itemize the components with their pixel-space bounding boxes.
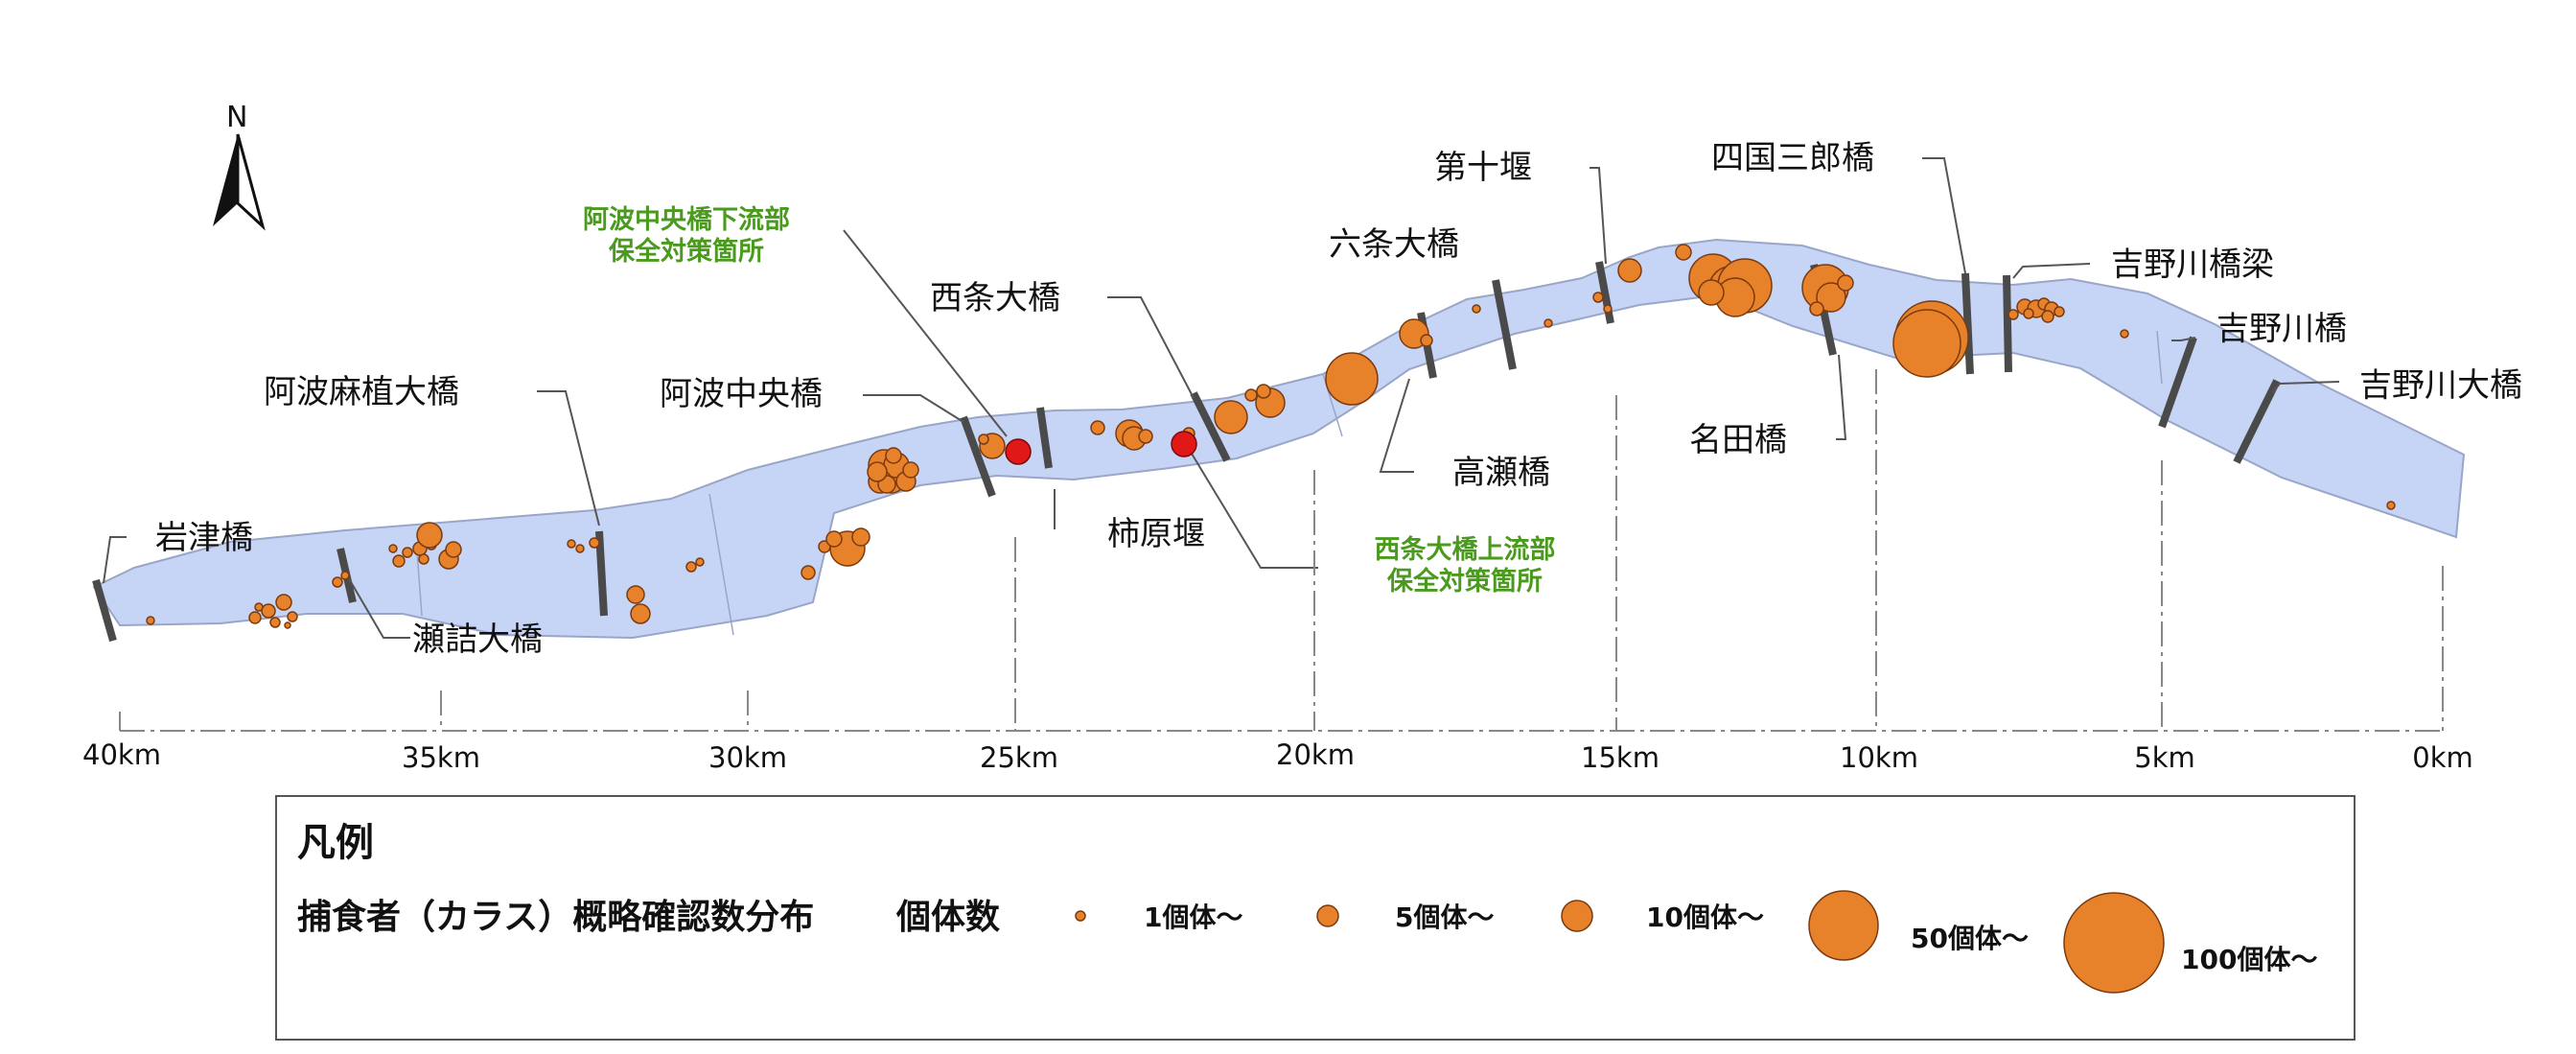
km-tick-label: 30km [708,741,787,774]
legend-marker-5 [1316,904,1339,927]
bridge-bar-rokujo [1492,279,1517,370]
km-axis [119,369,2444,732]
conservation-site-labels: 阿波中央橋下流部 保全対策箇所 西条大橋上流部 保全対策箇所 [583,204,1556,597]
site-label-awachuo-down-line1: 阿波中央橋下流部 [583,204,790,235]
bridge-label-takase: 高瀬橋 [1452,454,1550,492]
bridge-bar-saijo [1190,391,1231,462]
bridge-labels: 岩津橋 瀬詰大橋 阿波麻植大橋 阿波中央橋 柿原堰 西条大橋 高瀬橋 六条大橋 … [155,139,2522,659]
legend-class-label: 5個体～ [1395,902,1494,933]
legend-subtitle: 捕食者（カラス）概略確認数分布 [297,898,814,937]
bridge-bar-awaoe [595,530,608,617]
crow-markers [146,244,2396,629]
legend-marker-50 [1808,890,1879,961]
north-label: N [226,101,247,134]
legend-class-label: 10個体～ [1646,902,1764,933]
km-tick-label: 0km [2412,741,2473,774]
bridge-label-awaoe: 阿波麻植大橋 [264,373,459,411]
bridge-label-nada: 名田橋 [1689,421,1787,459]
bridge-label-rokujo: 六条大橋 [1329,225,1459,264]
legend-marker-1 [1075,910,1086,922]
bridge-bar-kakihara [1036,407,1053,469]
legend-count-label: 個体数 [895,898,1000,937]
km-tick-label: 5km [2134,741,2195,774]
bridge-label-yoshinohashi: 吉野川橋 [2216,310,2347,348]
conservation-site-markers [1005,431,1197,465]
bridge-label-awachuo: 阿波中央橋 [660,375,823,413]
bridge-bar-yoshinohashi [2158,336,2197,429]
bridge-label-saijo: 西条大橋 [930,279,1060,317]
legend: 凡例 捕食者（カラス）概略確認数分布 個体数 1個体～ 5個体～ 10個体～ 5… [275,795,2356,1041]
bridge-label-iwazu: 岩津橋 [155,519,253,557]
bridge-bar-yoshinooh [2233,379,2281,464]
north-arrow-icon [213,133,266,231]
bridge-bar-awachuo [960,415,996,498]
legend-marker-100 [2063,892,2165,994]
legend-title: 凡例 [297,821,374,865]
bridge-label-yoshinooh: 吉野川大橋 [2359,366,2522,405]
site-label-saijo-up-line1: 西条大橋上流部 [1375,534,1556,565]
bridge-bar-iwazu [92,578,117,643]
km-tick-label: 35km [402,741,480,774]
bridge-label-daiju: 第十堰 [1434,149,1532,187]
legend-marker-10 [1561,900,1593,932]
site-marker-awachuo-down [1005,438,1032,465]
site-label-awachuo-down-line2: 保全対策箇所 [608,236,764,267]
bridge-bar-shikoku [1961,272,1974,375]
bridge-bar-yoshinokyoryo [2003,274,2012,373]
legend-class-label: 50個体～ [1911,923,2029,954]
site-marker-saijo-up [1171,431,1197,457]
site-label-saijo-up-line2: 保全対策箇所 [1386,566,1543,597]
leader-lines [103,157,2340,639]
legend-class-label: 100個体～ [2181,944,2317,975]
km-tick-label: 10km [1840,741,1918,774]
km-tick-label: 40km [82,738,161,771]
river [92,238,2466,640]
bridge-label-yoshinokyoryo: 吉野川橋梁 [2111,246,2274,284]
km-tick-labels: 40km 35km 30km 25km 20km 15km 10km 5km 0… [82,738,2473,774]
km-tick-label: 20km [1276,738,1355,771]
bridge-label-sezume: 瀬詰大橋 [412,621,543,659]
bridge-label-kakihara: 柿原堰 [1107,515,1205,553]
km-tick-label: 25km [980,741,1058,774]
legend-class-label: 1個体～ [1144,902,1242,933]
bridge-label-shikoku: 四国三郎橋 [1711,139,1874,177]
km-tick-label: 15km [1581,741,1659,774]
